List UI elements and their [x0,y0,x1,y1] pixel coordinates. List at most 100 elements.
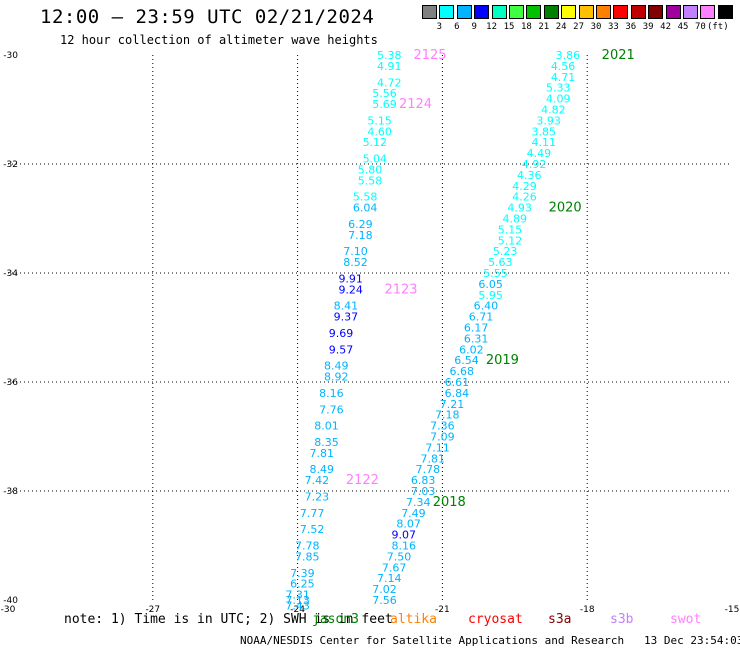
color-swatch [665,5,681,19]
wave-height-point: 8.49 [309,463,334,476]
wave-height-point: 9.24 [338,283,363,296]
wave-height-point: 6.02 [459,343,484,356]
wave-height-point: 7.43 [285,599,310,612]
x-tick-label: -15 [725,605,740,615]
color-swatch [630,5,646,19]
wave-height-point: 7.11 [425,441,450,454]
wave-height-point: 7.85 [295,550,320,563]
wave-height-point: 7.31 [285,589,310,602]
chart-subtitle: 12 hour collection of altimeter wave hei… [60,33,378,47]
wave-height-point: 6.71 [469,311,494,324]
wave-height-point: 5.12 [363,136,388,149]
wave-height-point: 9.91 [338,272,363,285]
color-scale-label: 24 [555,22,567,32]
wave-height-point: 7.34 [406,496,431,509]
wave-height-point: 5.33 [546,82,571,95]
wave-height-point: 7.36 [430,420,455,433]
wave-height-point: 7.81 [309,447,334,460]
x-tick-label: -30 [1,605,16,615]
y-tick-label: -30 [3,51,18,61]
mission-legend-item: s3a [548,612,572,627]
color-swatch [683,5,698,19]
wave-height-point: 8.35 [314,436,339,449]
wave-height-point: 4.09 [546,93,571,106]
wave-height-point: 5.95 [478,289,503,302]
wave-height-point: 7.18 [435,409,460,422]
mission-legend-item: cryosat [468,612,523,627]
wave-height-point: 7.78 [416,463,441,476]
color-scale-label: 12 [486,22,498,32]
wave-height-point: 9.07 [392,529,417,542]
wave-height-point: 6.54 [454,354,479,367]
wave-height-point: 7.14 [377,572,402,585]
mission-legend-item: swot [670,612,702,627]
color-swatch [456,5,472,19]
wave-height-point: 6.68 [449,365,474,378]
color-swatch [700,5,716,19]
track-time-label: 2021 [602,48,635,63]
chart-title: 12:00 — 23:59 UTC 02/21/2024 [40,6,375,28]
wave-height-point: 4.49 [527,147,552,160]
wave-height-point: 6.05 [478,278,503,291]
color-swatch [717,5,733,19]
y-tick-label: -40 [3,596,18,606]
color-swatch [596,5,611,19]
x-tick-label: -21 [435,605,450,615]
color-scale-label: 21 [538,22,550,32]
wave-height-point: 6.04 [353,202,378,215]
wave-height-point: 9.57 [329,343,354,356]
wave-height-point: 4.71 [551,71,576,84]
wave-height-point: 9.37 [334,311,359,324]
wave-height-point: 7.18 [348,229,373,242]
wave-height-point: 4.56 [551,60,576,73]
wave-height-point: 7.49 [401,507,426,520]
track-time-label: 2019 [486,353,519,368]
color-scale-label: 39 [642,22,654,32]
mission-legend: jason3 altika cryosat s3a s3b swot [0,612,740,632]
color-swatch [613,5,629,19]
wave-height-point: 7.21 [440,398,465,411]
wave-height-point: 7.78 [295,540,320,553]
color-scale-label: 33 [607,22,619,32]
color-scale-label: 9 [471,22,477,32]
wave-height-point: 7.52 [300,523,325,536]
track-time-label: 2123 [384,282,417,297]
wave-height-point: 6.25 [290,578,315,591]
wave-height-point: 8.16 [319,387,344,400]
wave-height-point: 7.23 [305,490,330,503]
color-scale-label: 70 [694,22,706,32]
color-scale-label: 27 [573,22,585,32]
wave-height-point: 8.92 [324,371,349,384]
wave-height-point: 8.49 [324,360,349,373]
color-scale-label: 18 [520,22,532,32]
wave-height-point: 8.52 [343,256,368,269]
wave-height-point: 6.84 [445,387,470,400]
y-tick-label: -34 [3,269,18,279]
wave-height-point: 4.91 [377,60,402,73]
wave-height-point: 7.67 [382,561,407,574]
wave-height-point: 4.93 [507,202,532,215]
wave-height-point: 7.50 [387,550,412,563]
wave-height-point: 4.92 [522,158,547,171]
wave-height-point: 6.29 [348,218,373,231]
x-tick-label: -27 [145,605,160,615]
wave-height-point: 7.42 [305,474,330,487]
track-time-label: 2018 [433,495,466,510]
wave-height-point: 6.31 [464,332,489,345]
wave-height-point: 6.40 [474,300,499,313]
color-scale-label: 6 [454,22,460,32]
track-time-label: 2020 [549,201,582,216]
y-tick-label: -36 [3,378,18,388]
mission-legend-item: altika [390,612,437,627]
color-scale-label: 30 [590,22,602,32]
track-time-label: 2122 [346,473,379,488]
wave-height-point: 7.39 [290,567,315,580]
wave-height-point: 7.10 [343,245,368,258]
credit-line: NOAA/NESDIS Center for Satellite Applica… [240,634,740,647]
wave-height-point: 4.36 [517,169,542,182]
y-tick-label: -32 [3,160,18,170]
wave-height-point: 3.85 [532,125,557,138]
wave-height-point: 3.86 [556,49,581,62]
